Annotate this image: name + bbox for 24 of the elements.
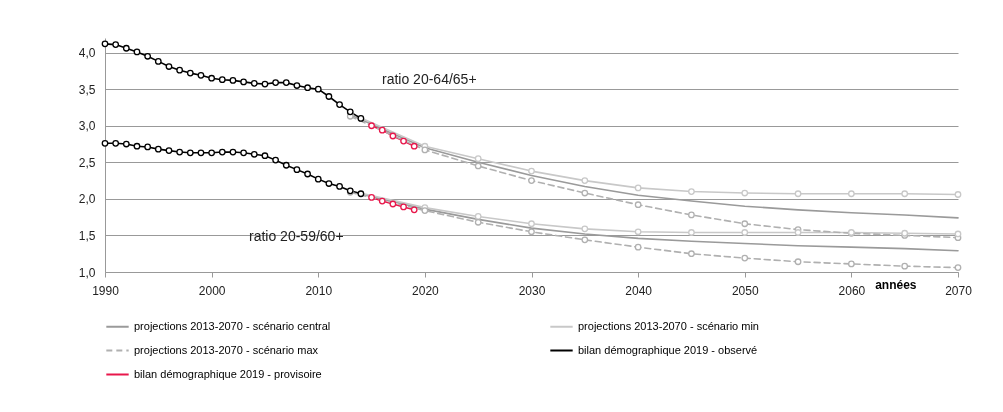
y-tick-label: 2,0 bbox=[78, 192, 96, 207]
y-tick-label: 2,5 bbox=[78, 155, 96, 170]
x-tick-label: 2010 bbox=[305, 283, 333, 298]
x-tick-label: 2020 bbox=[412, 283, 440, 298]
y-tick-label: 4,0 bbox=[78, 46, 96, 61]
legend-label: bilan démographique 2019 - observé bbox=[578, 343, 758, 356]
y-tick-label: 1,0 bbox=[78, 265, 96, 280]
x-tick-label: 2000 bbox=[198, 283, 226, 298]
y-tick-label: 3,5 bbox=[78, 82, 96, 97]
y-tick-label: 3,0 bbox=[78, 119, 96, 134]
y-tick-label: 1,5 bbox=[78, 228, 96, 243]
legend-label: projections 2013-2070 - scénario max bbox=[134, 343, 319, 356]
x-tick-label: 2050 bbox=[731, 283, 759, 298]
x-tick-label: 2040 bbox=[625, 283, 653, 298]
x-tick-label: 2070 bbox=[945, 283, 973, 298]
x-tick-label: 2030 bbox=[518, 283, 546, 298]
x-axis-title: années bbox=[875, 277, 917, 292]
legend-label: projections 2013-2070 - scénario central bbox=[134, 319, 331, 332]
x-tick-label: 1990 bbox=[92, 283, 120, 298]
annotation: ratio 20-64/65+ bbox=[382, 71, 477, 87]
legend-label: bilan démographique 2019 - provisoire bbox=[134, 367, 322, 380]
legend-label: projections 2013-2070 - scénario min bbox=[578, 319, 759, 332]
annotation: ratio 20-59/60+ bbox=[249, 228, 344, 244]
x-tick-label: 2060 bbox=[838, 283, 866, 298]
